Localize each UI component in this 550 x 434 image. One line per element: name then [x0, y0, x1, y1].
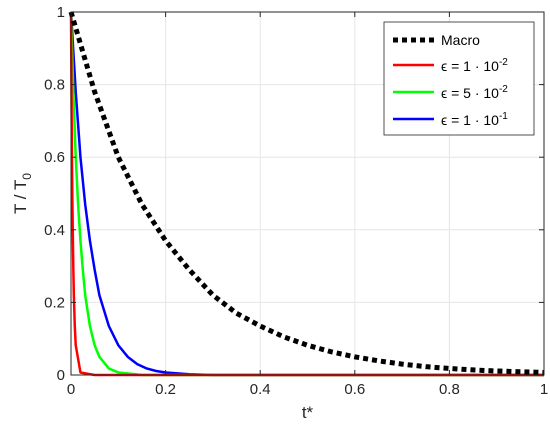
- y-tick-label: 0.8: [44, 77, 65, 94]
- y-tick-label: 0.2: [44, 294, 65, 311]
- y-axis-label: T / T0: [11, 173, 34, 214]
- y-tick-label: 0.4: [44, 222, 65, 239]
- y-tick-label: 0: [57, 367, 65, 384]
- x-axis-label: t*: [302, 403, 314, 422]
- y-axis-label-subscript: 0: [20, 173, 34, 180]
- x-tick-labels: 0 0.2 0.4 0.6 0.8 1: [67, 381, 548, 398]
- x-tick-label: 0.4: [250, 381, 271, 398]
- legend-label-eps-1e-1-exp: -1: [499, 111, 508, 122]
- legend-label-eps-5e-2-base: ϵ = 5 · 10: [441, 85, 499, 101]
- series-line-0: [68, 11, 545, 375]
- y-tick-label: 1: [57, 4, 65, 21]
- legend-box: [383, 21, 535, 136]
- legend: Macro ϵ = 1 · 10-2 ϵ = 5 · 10-2 ϵ = 1 · …: [383, 21, 535, 136]
- x-tick-label: 1: [540, 381, 548, 398]
- legend-label-eps-5e-2: ϵ = 5 · 10-2: [441, 84, 508, 101]
- legend-label-eps-1e-1-base: ϵ = 1 · 10: [441, 112, 499, 128]
- series-line-2: [69, 11, 544, 377]
- legend-label-eps-1e-1: ϵ = 1 · 10-1: [441, 111, 508, 128]
- legend-label-eps-1e-2: ϵ = 1 · 10-2: [441, 57, 508, 74]
- ticks: [70, 11, 545, 376]
- x-tick-label: 0: [67, 381, 75, 398]
- plot-frame: [70, 11, 545, 376]
- legend-label-eps-1e-2-exp: -2: [499, 57, 508, 68]
- y-axis-label-main: T / T: [11, 180, 30, 214]
- x-tick-label: 0.6: [344, 381, 365, 398]
- legend-label-macro: Macro: [441, 32, 480, 48]
- y-tick-labels: 0 0.2 0.4 0.6 0.8 1: [44, 4, 65, 384]
- x-tick-label: 0.8: [439, 381, 460, 398]
- legend-label-eps-5e-2-exp: -2: [499, 84, 508, 95]
- legend-label-eps-1e-2-base: ϵ = 1 · 10: [441, 58, 499, 74]
- x-tick-label: 0.2: [155, 381, 176, 398]
- y-tick-label: 0.6: [44, 149, 65, 166]
